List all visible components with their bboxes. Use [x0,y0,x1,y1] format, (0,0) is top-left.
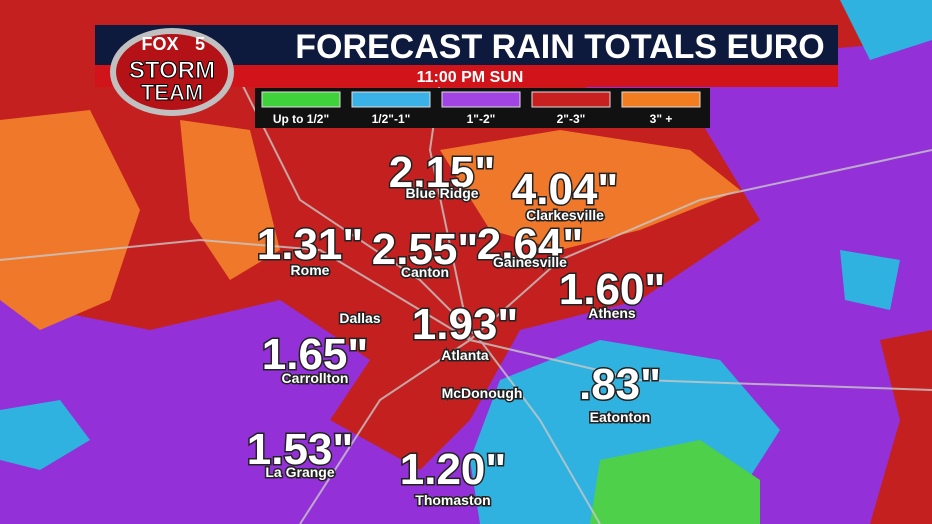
cities: 2.15"Blue Ridge 4.04"Clarkesville 1.31"Rom… [245,147,667,510]
city-name: Carrollton [282,370,349,386]
legend-swatch [351,91,431,108]
rain-total: 4.04" [512,165,619,214]
legend-label: 2"-3" [557,112,586,126]
city-name: Rome [291,262,330,278]
city-name: Dallas [339,310,380,326]
time: 11:00 PM SUN [417,69,524,86]
city-name: Atlanta [441,347,489,363]
city-name: Thomaston [415,492,490,508]
rain-total: .83" [579,360,661,409]
logo-channel: 5 [195,34,205,54]
rain-total: 1.93" [412,300,519,349]
legend: Up to 1/2" 1/2"-1" 1"-2" 2"-3" 3" + [261,91,701,126]
city-name: Gainesville [493,254,567,270]
rain-total: 2.55" [372,225,479,274]
rain-total: 1.65" [262,330,369,379]
logo-brand: FOX [141,34,178,54]
legend-swatch [531,91,611,108]
legend-label: Up to 1/2" [273,112,329,126]
city-name: Clarkesville [526,207,604,223]
rain-total: 1.53" [247,425,354,474]
title: FORECAST RAIN TOTALS EURO [295,28,825,66]
legend-swatch [621,91,701,108]
rain-total: 2.15" [389,148,496,197]
city-name: McDonough [442,385,523,401]
city-name: Canton [401,264,449,280]
city-name: Eatonton [590,409,651,425]
legend-swatch [441,91,521,108]
rain-total: 2.64" [477,220,584,269]
logo-line2: TEAM [141,80,203,105]
time-bar [95,65,838,87]
city-name: Athens [588,305,636,321]
city-name: Blue Ridge [405,185,478,201]
legend-label: 3" + [650,112,673,126]
rain-total: 1.60" [559,265,666,314]
city-name: La Grange [265,464,334,480]
legend-label: 1"-2" [467,112,496,126]
logo-line1: STORM [129,57,215,84]
rain-total: 1.31" [257,220,364,269]
logo: FOX 5 STORM TEAM [110,28,234,116]
legend-label: 1/2"-1" [372,112,411,126]
rain-total: 1.20" [400,445,507,494]
legend-swatch [261,91,341,108]
roads [0,79,932,524]
